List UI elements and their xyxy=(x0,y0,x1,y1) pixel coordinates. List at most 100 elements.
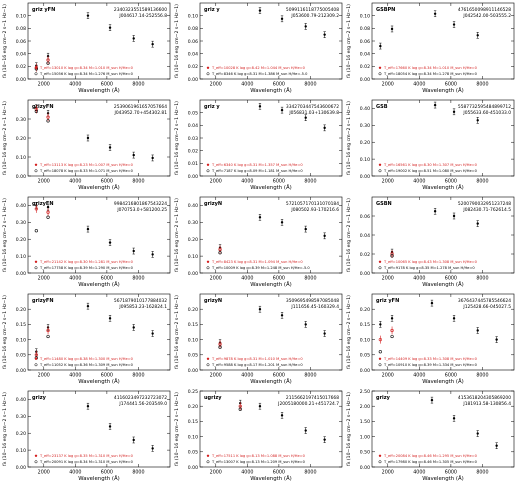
observed-point xyxy=(280,414,284,417)
observed-point xyxy=(86,227,90,231)
legend-model1: T_eff=10028 K log g=8.42 M=1.044 M_sun H… xyxy=(211,66,306,70)
y-tick-label: 0.04 xyxy=(188,51,198,57)
observed-point xyxy=(452,110,456,114)
panel-15: 0.00 0.50 1.00 1.50 2.00 2.50 2000 4000 6000 8000… xyxy=(346,389,515,482)
y-tick-label: 0.10 xyxy=(16,448,26,454)
y-tick-label: 0.05 xyxy=(188,110,198,116)
panel-12: 0.00 0.05 0.10 0.15 0.20 2000 4000 6000 8000 griz… xyxy=(346,293,515,385)
y-axis-label: fλ (10−16 erg cm−2 s−1 Hz−1) xyxy=(346,4,352,78)
x-tick-label: 6000 xyxy=(101,470,113,476)
panel-source-id: 3342703447543600672 xyxy=(286,104,339,110)
observed-point xyxy=(258,405,262,408)
legend-marker-model1 xyxy=(378,260,382,263)
legend-marker-model2 xyxy=(34,363,38,367)
y-tick-label: 0.20 xyxy=(360,307,370,313)
observed-point xyxy=(108,425,112,428)
x-tick-label: 8000 xyxy=(304,470,316,476)
panel-source-id: 2340323551589136600 xyxy=(114,7,167,13)
panel-designation: J095853.23-162824.1 xyxy=(118,304,167,310)
y-tick-label: 0.00 xyxy=(16,271,26,277)
panel-7: 0.00 0.10 0.20 0.30 0.40 2000 4000 6000 8000 griz… xyxy=(2,196,171,288)
legend-marker-model1 xyxy=(34,163,38,166)
panel-9: 0.00 0.02 0.04 0.06 2000 4000 6000 8000 GSBN 5200… xyxy=(346,196,515,288)
y-axis-label: fλ (10−16 erg cm−2 s−1 Hz−1) xyxy=(2,295,8,369)
panel-1: 0.00 0.02 0.04 0.06 0.08 0.10 2000 4000 6000 8000… xyxy=(2,2,171,94)
y-axis-label: fλ (10−16 erg cm−2 s−1 Hz−1) xyxy=(346,198,352,272)
panel-filters: GSBN xyxy=(376,201,392,207)
x-tick-label: 2000 xyxy=(38,179,50,185)
model2-point xyxy=(46,119,50,123)
panel-filters: grizyN xyxy=(204,201,222,207)
panel-frame xyxy=(199,2,343,80)
model1-point xyxy=(378,338,382,342)
x-tick-label: 8000 xyxy=(476,276,488,282)
x-tick-label: 8000 xyxy=(304,179,316,185)
x-tick-label: 8000 xyxy=(132,470,144,476)
y-tick-label: 0.04 xyxy=(360,233,370,239)
observed-point xyxy=(323,126,326,130)
x-axis-label: Wavelength (Å) xyxy=(422,475,464,482)
x-tick-label: 6000 xyxy=(273,470,285,476)
x-tick-label: 2000 xyxy=(382,179,394,185)
observed-point xyxy=(86,14,90,17)
x-tick-label: 4000 xyxy=(69,373,81,379)
observed-point xyxy=(86,405,90,408)
panel-14: 0.00 0.05 0.10 0.15 0.20 0.25 2000 4000 6000 8000… xyxy=(174,389,343,482)
observed-point xyxy=(304,25,307,28)
panel-designation: J080502.93-170216.6 xyxy=(290,207,339,213)
observed-point xyxy=(379,323,382,326)
x-tick-label: 4000 xyxy=(241,276,253,282)
x-tick-label: 2000 xyxy=(38,82,50,88)
panel-source-id: 2539061961657057664 xyxy=(114,104,167,110)
observed-point xyxy=(433,210,437,213)
panel-filters: grizyFN xyxy=(32,104,54,110)
legend-model2: T_eff=11052 K log g=8.36 M=1.309 M_sun H… xyxy=(39,363,134,367)
x-axis-label: Wavelength (Å) xyxy=(422,87,464,94)
x-axis-label: Wavelength (Å) xyxy=(250,184,292,191)
y-tick-label: 0.02 xyxy=(360,64,370,70)
legend-model2: T_eff=7187 K log g=8.09 M=1.181 M_sun H/… xyxy=(211,169,303,173)
panel-designation: J125428.66-045027.5 xyxy=(462,304,511,310)
y-tick-label: 0.40 xyxy=(188,203,198,209)
x-tick-label: 8000 xyxy=(132,373,144,379)
y-tick-label: 1.50 xyxy=(360,419,370,425)
observed-point xyxy=(108,241,112,244)
x-tick-label: 6000 xyxy=(273,82,285,88)
y-tick-label: 0.06 xyxy=(16,39,26,45)
legend-marker-model1 xyxy=(378,357,382,360)
panel-source-id: 5721057170131070184 xyxy=(286,201,339,207)
legend-model1: T_eff=6340 K log g=8.31 M=1.357 M_sun H/… xyxy=(211,163,303,167)
y-axis-label: fλ (10−16 erg cm−2 s−1 Hz−1) xyxy=(2,101,8,175)
y-tick-label: 0.10 xyxy=(360,13,370,19)
observed-point xyxy=(108,317,112,320)
x-tick-label: 8000 xyxy=(476,470,488,476)
model1-point xyxy=(46,210,50,214)
observed-point xyxy=(280,17,284,21)
panel-filters: grizyFN xyxy=(32,201,54,207)
y-tick-label: 0.00 xyxy=(360,465,370,471)
y-axis-label: fλ (10−16 erg cm−2 s−1 Hz−1) xyxy=(174,4,180,78)
y-tick-label: 0.10 xyxy=(188,337,198,343)
panel-filters: griz yFN xyxy=(376,298,399,304)
panel-frame xyxy=(371,99,515,177)
observed-point xyxy=(108,26,112,29)
legend-marker-model2 xyxy=(378,72,382,76)
panel-source-id: 4153618204305869200 xyxy=(458,395,511,401)
legend-model2: T_eff=17758 K log g=8.39 M=1.290 M_sun H… xyxy=(39,266,134,270)
legend-marker-model1 xyxy=(34,66,38,70)
x-tick-label: 2000 xyxy=(382,373,394,379)
y-tick-label: 0.10 xyxy=(16,254,26,260)
x-tick-label: 6000 xyxy=(101,373,113,379)
y-axis-label: fλ (10−16 erg cm−2 s−1 Hz−1) xyxy=(174,295,180,369)
panel-source-id: 5587732595484899712 xyxy=(458,104,511,110)
x-axis-label: Wavelength (Å) xyxy=(78,475,120,482)
y-tick-label: 0.05 xyxy=(360,353,370,359)
observed-point xyxy=(258,105,262,108)
y-tick-label: 0.06 xyxy=(188,39,198,45)
panel-designation: J056831.03+130639.8 xyxy=(288,110,339,116)
x-tick-label: 2000 xyxy=(210,276,222,282)
panel-4: 0.00 0.10 0.20 0.30 2000 4000 6000 8000 grizyFN 2… xyxy=(2,99,171,191)
x-tick-label: 2000 xyxy=(382,470,394,476)
panel-source-id: 4116023497232723072 xyxy=(114,395,167,401)
model2-point xyxy=(390,254,394,258)
